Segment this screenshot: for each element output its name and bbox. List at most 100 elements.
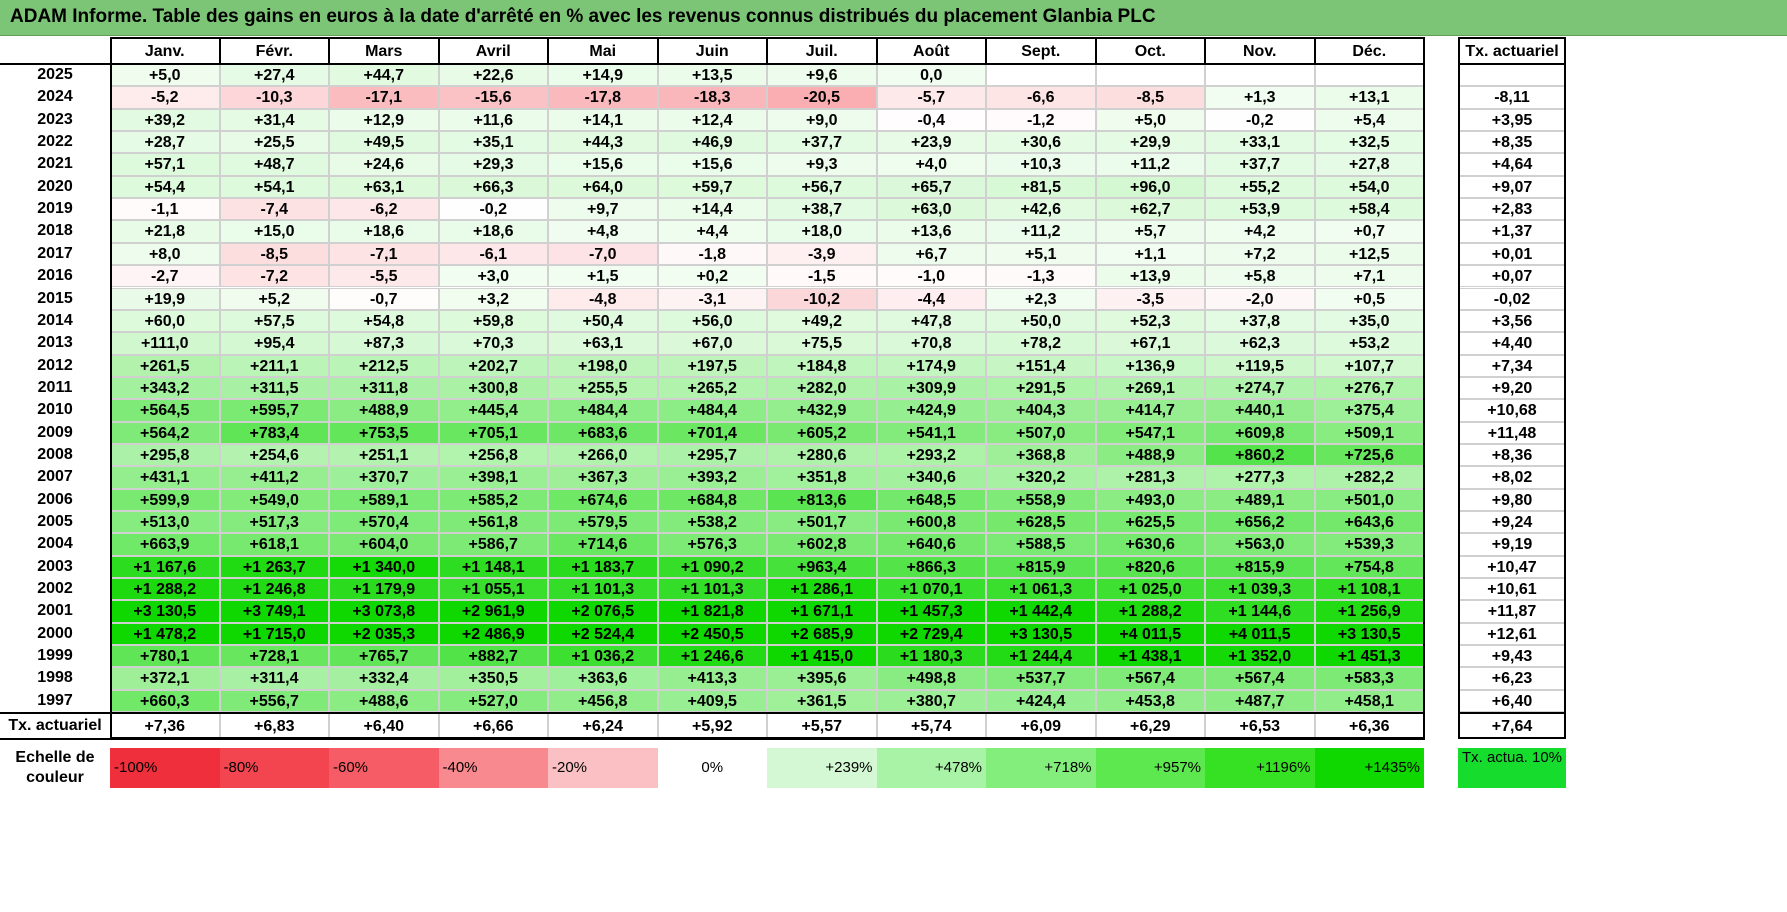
value-cell: +588,5 <box>986 533 1096 556</box>
value-cell: -2,7 <box>110 265 220 288</box>
year-label: 2024 <box>37 88 73 106</box>
value-cell: -8,5 <box>1095 86 1205 109</box>
value-cell: +3 130,5 <box>986 622 1096 646</box>
rate-cell: +11,48 <box>1458 421 1566 444</box>
value-cell: +107,7 <box>1314 354 1424 377</box>
year-label: 2021 <box>37 155 73 173</box>
value-cell: +54,1 <box>219 175 329 199</box>
value-cell: +1 101,3 <box>657 578 767 601</box>
value-cell: +14,1 <box>548 108 658 132</box>
rate-cell: -8,11 <box>1458 86 1566 109</box>
rate-footer-divider <box>1458 712 1566 715</box>
value-cell: -5,7 <box>876 86 986 109</box>
value-cell: +556,7 <box>219 689 329 713</box>
value-cell: +1 036,2 <box>548 645 658 668</box>
value-cell: +1 288,2 <box>1095 600 1205 623</box>
value-cell: +432,9 <box>767 399 877 422</box>
value-cell: +119,5 <box>1205 354 1315 377</box>
value-cell: +813,6 <box>767 488 877 511</box>
value-cell: +211,1 <box>219 354 329 377</box>
value-cell: +539,3 <box>1314 533 1424 556</box>
value-cell: +66,3 <box>438 175 548 199</box>
rate-cell: +10,68 <box>1458 399 1566 422</box>
value-cell: -4,4 <box>876 287 986 310</box>
scale-swatch: -60% <box>329 748 439 788</box>
column-header-12: Déc. <box>1314 37 1424 64</box>
column-header-7: Juil. <box>767 37 877 64</box>
scale-swatch: -100% <box>110 748 220 788</box>
value-cell: +2 685,9 <box>767 622 877 646</box>
value-cell: +70,3 <box>438 332 548 355</box>
value-cell: +783,4 <box>219 421 329 444</box>
value-cell: +44,7 <box>329 64 439 87</box>
value-cell: +1 286,1 <box>767 578 877 601</box>
value-cell: -5,5 <box>329 265 439 288</box>
value-cell: +484,4 <box>657 399 767 422</box>
value-cell: +1 144,6 <box>1205 600 1315 623</box>
value-cell: +1 340,0 <box>329 555 439 579</box>
value-cell: +2,3 <box>986 287 1096 310</box>
rate-column-header: Tx. actuariel <box>1458 37 1566 64</box>
value-cell: +367,3 <box>548 466 658 489</box>
value-cell: -2,0 <box>1205 287 1315 310</box>
value-cell: +1 821,8 <box>657 600 767 623</box>
value-cell: +62,7 <box>1095 198 1205 221</box>
value-cell: +11,2 <box>986 220 1096 243</box>
value-cell: +309,9 <box>876 376 986 400</box>
value-cell: +184,8 <box>767 354 877 377</box>
year-label: 2011 <box>37 378 73 396</box>
footer-rate-cell: +7,36 <box>110 713 220 740</box>
value-cell: +75,5 <box>767 332 877 355</box>
value-cell: +24,6 <box>329 153 439 176</box>
value-cell: +295,7 <box>657 443 767 467</box>
value-cell: +541,1 <box>876 421 986 444</box>
rate-cell: +0,01 <box>1458 242 1566 266</box>
value-cell: +37,8 <box>1205 309 1315 333</box>
value-cell: +295,8 <box>110 443 220 467</box>
value-cell: +1 039,3 <box>1205 578 1315 601</box>
year-label: 2019 <box>37 200 73 218</box>
value-cell: +2 729,4 <box>876 622 986 646</box>
value-cell: +64,0 <box>548 175 658 199</box>
value-cell: +12,4 <box>657 108 767 132</box>
value-cell: +13,1 <box>1314 86 1424 109</box>
value-cell: +254,6 <box>219 443 329 467</box>
scale-label: Echelle de couleur <box>15 749 95 786</box>
value-cell: +67,1 <box>1095 332 1205 355</box>
value-cell: +266,0 <box>548 443 658 467</box>
value-cell: +202,7 <box>438 354 548 377</box>
value-cell: +628,5 <box>986 511 1096 534</box>
rate-cell: -0,02 <box>1458 287 1566 310</box>
rate-cell: +9,24 <box>1458 511 1566 534</box>
value-cell: +60,0 <box>110 309 220 333</box>
value-cell: +5,4 <box>1314 108 1424 132</box>
scale-swatch: +1435% <box>1314 748 1424 788</box>
value-cell: +393,2 <box>657 466 767 489</box>
value-cell: +765,7 <box>329 645 439 668</box>
rate-cell: +8,36 <box>1458 443 1566 467</box>
footer-bottom-divider <box>0 738 1425 741</box>
value-cell: +684,8 <box>657 488 767 511</box>
value-cell: +8,0 <box>110 242 220 266</box>
table-title: ADAM Informe. Table des gains en euros à… <box>10 6 1156 27</box>
value-cell: +1 070,1 <box>876 578 986 601</box>
value-cell: +1 263,7 <box>219 555 329 579</box>
value-cell: +311,8 <box>329 376 439 400</box>
value-cell: +1 090,2 <box>657 555 767 579</box>
value-cell: +81,5 <box>986 175 1096 199</box>
value-cell: +414,7 <box>1095 399 1205 422</box>
rate-cell: +3,56 <box>1458 309 1566 333</box>
year-label: 2022 <box>37 133 73 151</box>
value-cell: +53,2 <box>1314 332 1424 355</box>
value-cell: +1 025,0 <box>1095 578 1205 601</box>
value-cell: +311,5 <box>219 376 329 400</box>
value-cell: +37,7 <box>767 131 877 154</box>
value-cell: +31,4 <box>219 108 329 132</box>
year-label: 2018 <box>37 222 73 240</box>
value-cell: +537,7 <box>986 667 1096 690</box>
value-cell: +2 450,5 <box>657 622 767 646</box>
value-cell: +7,1 <box>1314 265 1424 288</box>
rate-cell: +9,43 <box>1458 645 1566 668</box>
column-header-4: Avril <box>438 37 548 64</box>
year-label: 2009 <box>37 423 73 441</box>
